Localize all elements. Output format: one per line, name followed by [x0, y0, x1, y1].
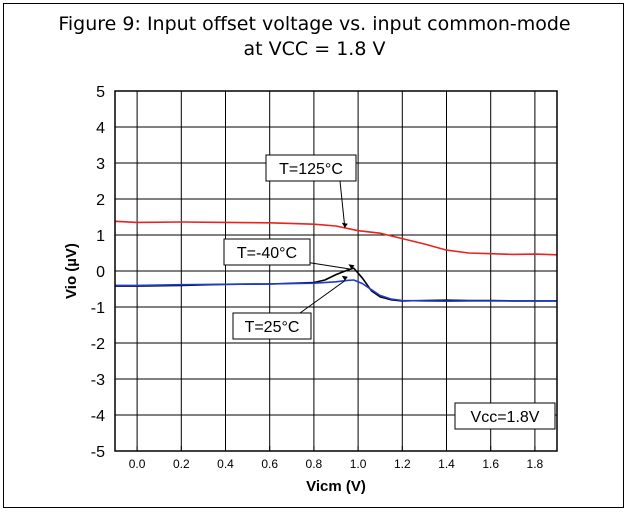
x-tick-label: 1.8: [527, 457, 544, 471]
x-tick-label: 1.2: [394, 457, 411, 471]
y-tick-label: 2: [96, 192, 105, 209]
plot-frame: [114, 90, 558, 452]
y-tick-label: -4: [91, 408, 105, 425]
annotation-tm40: T=-40°C: [223, 238, 355, 270]
annotation-arrowhead: [341, 275, 348, 281]
x-tick-label: 1.4: [438, 457, 455, 471]
y-tick-label: 3: [96, 156, 105, 173]
annotation-leader: [304, 261, 352, 270]
annotation-box: [223, 238, 311, 266]
series-lines: [114, 220, 558, 303]
annotation-arrowhead: [341, 222, 348, 228]
x-tick-label: 0.0: [129, 457, 146, 471]
series-line-t125: [114, 220, 558, 256]
y-tick-label: -5: [91, 444, 105, 461]
annotation-vcc: Vcc=1.8V: [454, 402, 556, 430]
annotation-text: Vcc=1.8V: [471, 409, 540, 426]
figure-title-line-2: at VCC = 1.8 V: [243, 38, 386, 60]
y-tick-label: 5: [96, 84, 105, 101]
x-tick-label: 0.6: [261, 457, 278, 471]
annotation-t125: T=125°C: [265, 154, 357, 228]
annotation-arrowhead: [348, 264, 355, 270]
annotation-box: [232, 312, 312, 340]
figure-title: Figure 9: Input offset voltage vs. input…: [4, 12, 625, 62]
y-tick-label: 4: [96, 120, 105, 137]
x-axis-label: Vicm (V): [306, 478, 366, 495]
figure-title-line-1: Figure 9: Input offset voltage vs. input…: [58, 13, 571, 35]
annotation-t25: T=25°C: [232, 275, 348, 340]
annotations: T=125°C T=-40°C T=25°C Vcc=1.8V: [223, 154, 556, 430]
y-tick-label: 1: [96, 228, 105, 245]
x-tick-label: 0.2: [173, 457, 190, 471]
y-tick-label: -1: [91, 300, 105, 317]
annotation-text: T=25°C: [245, 319, 300, 336]
x-tick-label: 0.4: [217, 457, 234, 471]
x-tick-label: 0.8: [306, 457, 323, 471]
annotation-text: T=-40°C: [237, 245, 297, 262]
annotation-leader: [299, 280, 346, 314]
y-axis-label: Vio (µV): [63, 243, 80, 299]
y-tick-label: -3: [91, 372, 105, 389]
x-tick-label: 1.6: [482, 457, 499, 471]
y-tick-label: -2: [91, 336, 105, 353]
x-tick-label: 1.0: [350, 457, 367, 471]
tick-labels: 0.0 0.2 0.4 0.6 0.8 1.0 1.2 1.4 1.6 1.8 5 4 3 2 1 0 -1 -2…: [91, 84, 544, 471]
annotation-box: [265, 154, 357, 182]
annotation-text: T=125°C: [279, 161, 343, 178]
series-line-t25: [115, 279, 557, 303]
annotation-box: [454, 402, 556, 430]
y-tick-label: 0: [96, 264, 105, 281]
annotation-leader: [339, 180, 346, 228]
